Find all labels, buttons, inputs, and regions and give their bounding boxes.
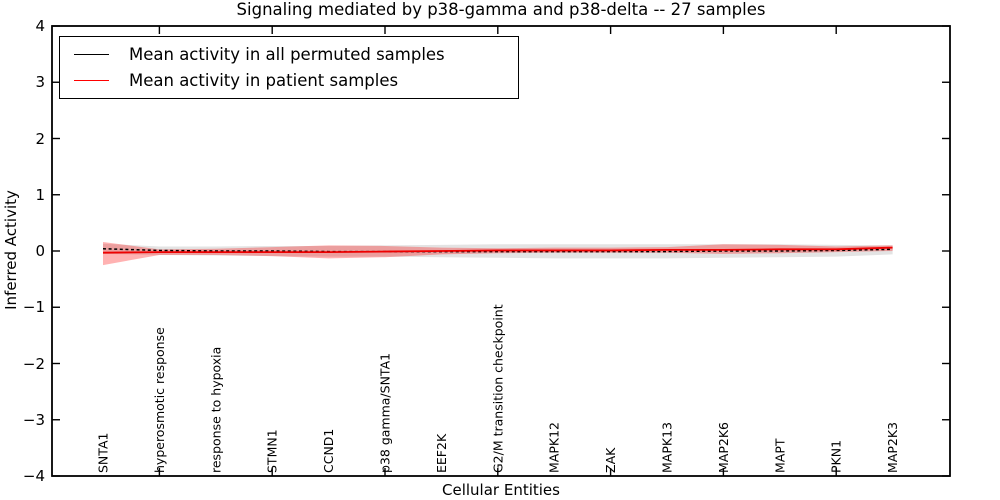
- x-category-label: SNTA1: [96, 433, 111, 473]
- legend-line-sample-black: [74, 53, 109, 55]
- x-category-label: p38 gamma/SNTA1: [378, 353, 393, 473]
- x-category-label: MAPK13: [660, 422, 675, 473]
- x-category-label: hyperosmotic response: [152, 327, 167, 473]
- y-tick-label: 4: [35, 17, 45, 35]
- x-category-label: MAPT: [772, 438, 787, 473]
- legend-line-sample-red: [74, 80, 109, 82]
- legend-label: Mean activity in patient samples: [129, 71, 399, 91]
- y-tick-label: 1: [35, 185, 45, 204]
- x-category-label: MAP2K6: [716, 422, 731, 473]
- legend-entry-patient: Mean activity in patient samples: [74, 68, 518, 94]
- x-category-label: EEF2K: [434, 433, 449, 473]
- y-tick-label: −4: [22, 467, 45, 485]
- y-tick-label: −1: [22, 298, 45, 317]
- y-tick-label: 2: [35, 129, 45, 148]
- mean-line-permuted: [102, 248, 893, 253]
- y-tick-label: −3: [22, 410, 45, 429]
- confidence-band-patient: [103, 242, 893, 266]
- x-category-label: CCND1: [321, 429, 336, 473]
- chart-title: Signaling mediated by p38-gamma and p38-…: [236, 0, 766, 19]
- y-tick-label: 3: [35, 73, 45, 92]
- y-tick-label: 0: [35, 242, 45, 260]
- x-category-label: PKN1: [829, 440, 844, 473]
- x-axis-label: Cellular Entities: [442, 481, 560, 499]
- x-category-label: ZAK: [603, 447, 618, 473]
- x-category-label: response to hypoxia: [208, 347, 223, 473]
- legend-label: Mean activity in all permuted samples: [129, 44, 445, 64]
- x-category-label: G2/M transition checkpoint: [490, 304, 505, 473]
- y-tick-label: −2: [22, 354, 45, 373]
- legend-box: Mean activity in all permuted samples Me…: [59, 36, 519, 99]
- legend-entry-permuted: Mean activity in all permuted samples: [74, 41, 518, 67]
- x-category-label: MAP2K3: [885, 422, 900, 473]
- mean-line-patient: [102, 246, 893, 254]
- x-category-label: MAPK12: [547, 422, 562, 473]
- x-category-label: STMN1: [265, 429, 280, 473]
